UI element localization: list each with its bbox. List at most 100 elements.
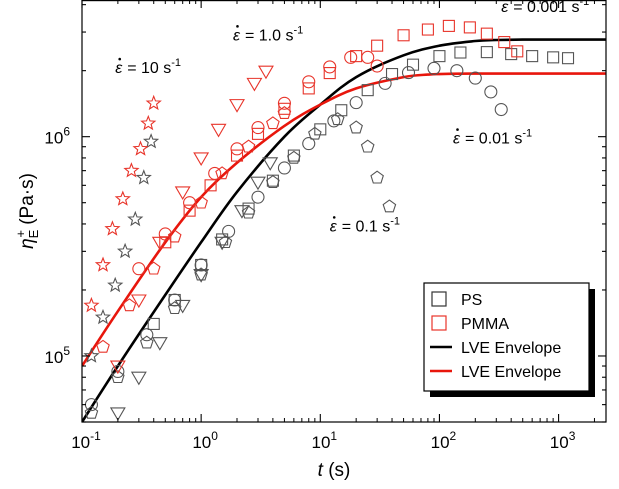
- strain-rate-annotation: ε = 0.1 s-1: [330, 215, 400, 235]
- dot-accent: [236, 25, 239, 28]
- series-ps-0-001-point: [406, 58, 420, 71]
- series-ps-0-1-point: [111, 370, 125, 384]
- series-ps-0-001-point: [561, 52, 575, 65]
- series-pmma-10: [83, 94, 162, 313]
- series-pmma-0-1-point: [146, 261, 161, 275]
- series-ps-1-0-point: [233, 205, 250, 219]
- series-ps-0-001-point: [480, 46, 493, 59]
- series-ps-1-0-point: [214, 236, 231, 251]
- series-ps-0-001-point: [361, 84, 374, 97]
- series-pmma-0-01-point: [344, 50, 358, 64]
- series-pmma-10-point: [94, 256, 112, 272]
- series-ps-10-point: [142, 133, 160, 149]
- series-pmma-10-point: [132, 140, 149, 156]
- series-pmma-0-01-point: [361, 50, 375, 64]
- axis-titles: t (s) ηE+ (Pa·s): [13, 173, 350, 481]
- series-ps-0-1-point: [360, 139, 375, 153]
- series-lve-envelope-ps-line: [82, 38, 606, 422]
- series-pmma-10-point: [114, 190, 131, 206]
- series-ps-0-001-point: [547, 51, 560, 64]
- series-ps-0-1-point: [266, 175, 280, 189]
- series-pmma-0-001-point: [183, 204, 196, 217]
- legend-square-marker: [431, 291, 447, 307]
- epsilon-symbol: ε: [330, 218, 338, 235]
- series-pmma-0-001-point: [463, 21, 476, 34]
- series-ps-10: [83, 133, 160, 363]
- x-tick-label: 101: [311, 429, 337, 452]
- series-ps-0-01-point: [140, 328, 154, 342]
- series-ps-0-001-point: [242, 202, 255, 215]
- series-pmma-0-001-point: [371, 39, 384, 52]
- series-pmma-0-01-point: [370, 59, 384, 73]
- legend: PS PMMA LVE Envelope LVE Envelope: [423, 282, 595, 397]
- series-pmma-0-001-point: [251, 127, 265, 140]
- series-pmma-10-point: [140, 114, 157, 131]
- series-pmma-1-0-point: [229, 99, 245, 113]
- y-axis-title: ηE+ (Pa·s): [13, 173, 41, 249]
- series-ps-0-001-point: [385, 68, 399, 81]
- series-pmma-0-001-point: [421, 23, 434, 36]
- dot-accent: [456, 128, 459, 131]
- series-pmma-0-1-point: [241, 139, 256, 153]
- series-ps-1-0-point: [109, 407, 126, 422]
- series-ps-0-01-point: [194, 258, 208, 272]
- series-pmma-1-0-point: [210, 123, 227, 138]
- series-pmma-10-point: [145, 94, 162, 111]
- x-axis-title: t (s): [318, 460, 351, 481]
- strain-rate-label: = 0.001 s-1: [513, 0, 589, 16]
- series-ps-0-1-point: [370, 170, 384, 184]
- series-ps-0-001-point: [335, 104, 348, 117]
- series-ps-0-1-point: [139, 335, 154, 349]
- legend-square-marker: [431, 315, 447, 331]
- strain-rate-label: = 10 s-1: [127, 57, 181, 77]
- dot-accent: [332, 216, 336, 219]
- series-ps-0-001-point: [505, 48, 518, 61]
- legend-entry: LVE Envelope: [430, 364, 561, 381]
- legend-label: LVE Envelope: [461, 340, 561, 357]
- series-pmma-0-1-point: [96, 339, 110, 353]
- series-ps-0-1-point: [330, 112, 345, 126]
- series-ps-0-001-point: [526, 50, 539, 63]
- series-pmma-0-001-point: [230, 149, 244, 162]
- x-tick-label: 103: [550, 429, 576, 452]
- epsilon-symbol: ε: [501, 0, 509, 16]
- ticks-layer: 10-1 100 101 102 103 105 106: [44, 0, 606, 452]
- series-pmma-1-0-point: [193, 152, 210, 167]
- strain-rate-annotation: ε = 10 s-1: [115, 57, 181, 77]
- series-ps-0-001-point: [147, 317, 160, 330]
- series-pmma-0-1-point: [167, 229, 182, 243]
- series-ps-1-0-point: [250, 176, 266, 191]
- strain-rate-annotation: ε = 1.0 s-1: [233, 24, 303, 44]
- series-pmma-0-1-point: [194, 195, 208, 209]
- series-pmma-0-1-point: [122, 298, 137, 312]
- series-ps-10-point: [135, 169, 152, 185]
- series-pmma-1-0: [109, 65, 274, 375]
- series-ps-0-001-point: [266, 174, 279, 187]
- series-pmma-0-1-point: [277, 106, 292, 119]
- series-pmma-10-point: [104, 220, 121, 236]
- series-ps-0-1-point: [287, 150, 301, 164]
- series-ps-10-point: [94, 308, 112, 325]
- series-ps-0-01-point: [349, 96, 363, 110]
- series-pmma-0-01-point: [230, 142, 244, 156]
- series-ps-0-001-point: [454, 46, 467, 59]
- series-ps-1-0-point: [174, 299, 191, 314]
- series-lve-envelope-pmma-line: [82, 72, 606, 367]
- series-ps-1-0-point: [193, 269, 210, 283]
- series-ps-0-1-point: [382, 199, 397, 213]
- series-ps-0-01-point: [450, 64, 464, 78]
- series-ps-0-01-point: [302, 137, 316, 151]
- x-tick-label: 102: [431, 429, 457, 452]
- legend-entry: PMMA: [431, 315, 509, 333]
- legend-entry: PS: [431, 291, 482, 309]
- series-pmma-0-001: [159, 19, 524, 249]
- legend-entry: LVE Envelope: [430, 340, 561, 357]
- series-ps-0-1-point: [349, 120, 363, 134]
- strain-rate-annotation: ε = 0.001 s-1: [501, 0, 589, 16]
- series-ps-10-point: [83, 347, 100, 363]
- series-ps-0-1-point: [167, 301, 182, 315]
- x-tick-label: 100: [192, 429, 218, 452]
- series-ps-0-01-point: [427, 61, 441, 75]
- series-ps-0-01-point: [401, 66, 416, 80]
- series-ps-10-point: [107, 276, 124, 293]
